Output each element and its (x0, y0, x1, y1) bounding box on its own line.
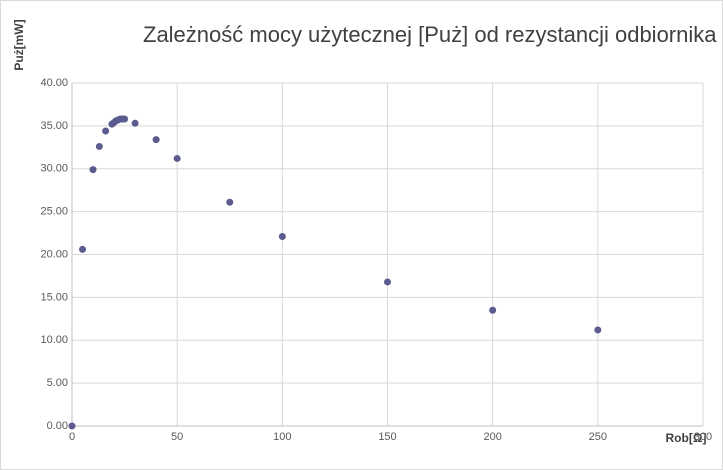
point (594, 326, 602, 334)
point (102, 127, 110, 135)
point (489, 306, 497, 314)
y-tick-label: 40.00 (40, 77, 68, 89)
point (384, 278, 391, 286)
point (278, 232, 286, 240)
x-tick-label: 150 (378, 431, 396, 443)
x-tick-label: 0 (69, 431, 75, 443)
y-tick-label: 20.00 (40, 248, 68, 260)
y-tick-label: 25.00 (40, 206, 68, 218)
point (89, 166, 97, 174)
x-tick-label: 250 (589, 431, 607, 443)
x-axis-label: Rob[Ω] (666, 431, 707, 445)
point (226, 198, 234, 206)
point (79, 245, 87, 253)
y-tick-label: 30.00 (40, 163, 68, 175)
y-tick-label: 10.00 (40, 334, 68, 346)
y-tick-label: 5.00 (47, 377, 68, 389)
point (152, 136, 160, 144)
x-tick-label: 100 (273, 431, 291, 443)
y-tick-label: 15.00 (40, 291, 68, 303)
point (173, 154, 181, 162)
x-tick-label: 200 (483, 431, 501, 443)
point (95, 142, 103, 150)
chart-title: Zależność mocy użytecznej [Puż] od rezys… (143, 22, 723, 47)
point (68, 422, 76, 430)
y-tick-label: 35.00 (40, 120, 68, 132)
point (121, 115, 129, 123)
point (131, 119, 139, 127)
y-tick-label: 0.00 (47, 420, 68, 432)
x-tick-label: 50 (171, 431, 183, 443)
y-axis-label: Puż[mW] (12, 19, 26, 70)
x-tick-label: 300 (694, 431, 712, 443)
